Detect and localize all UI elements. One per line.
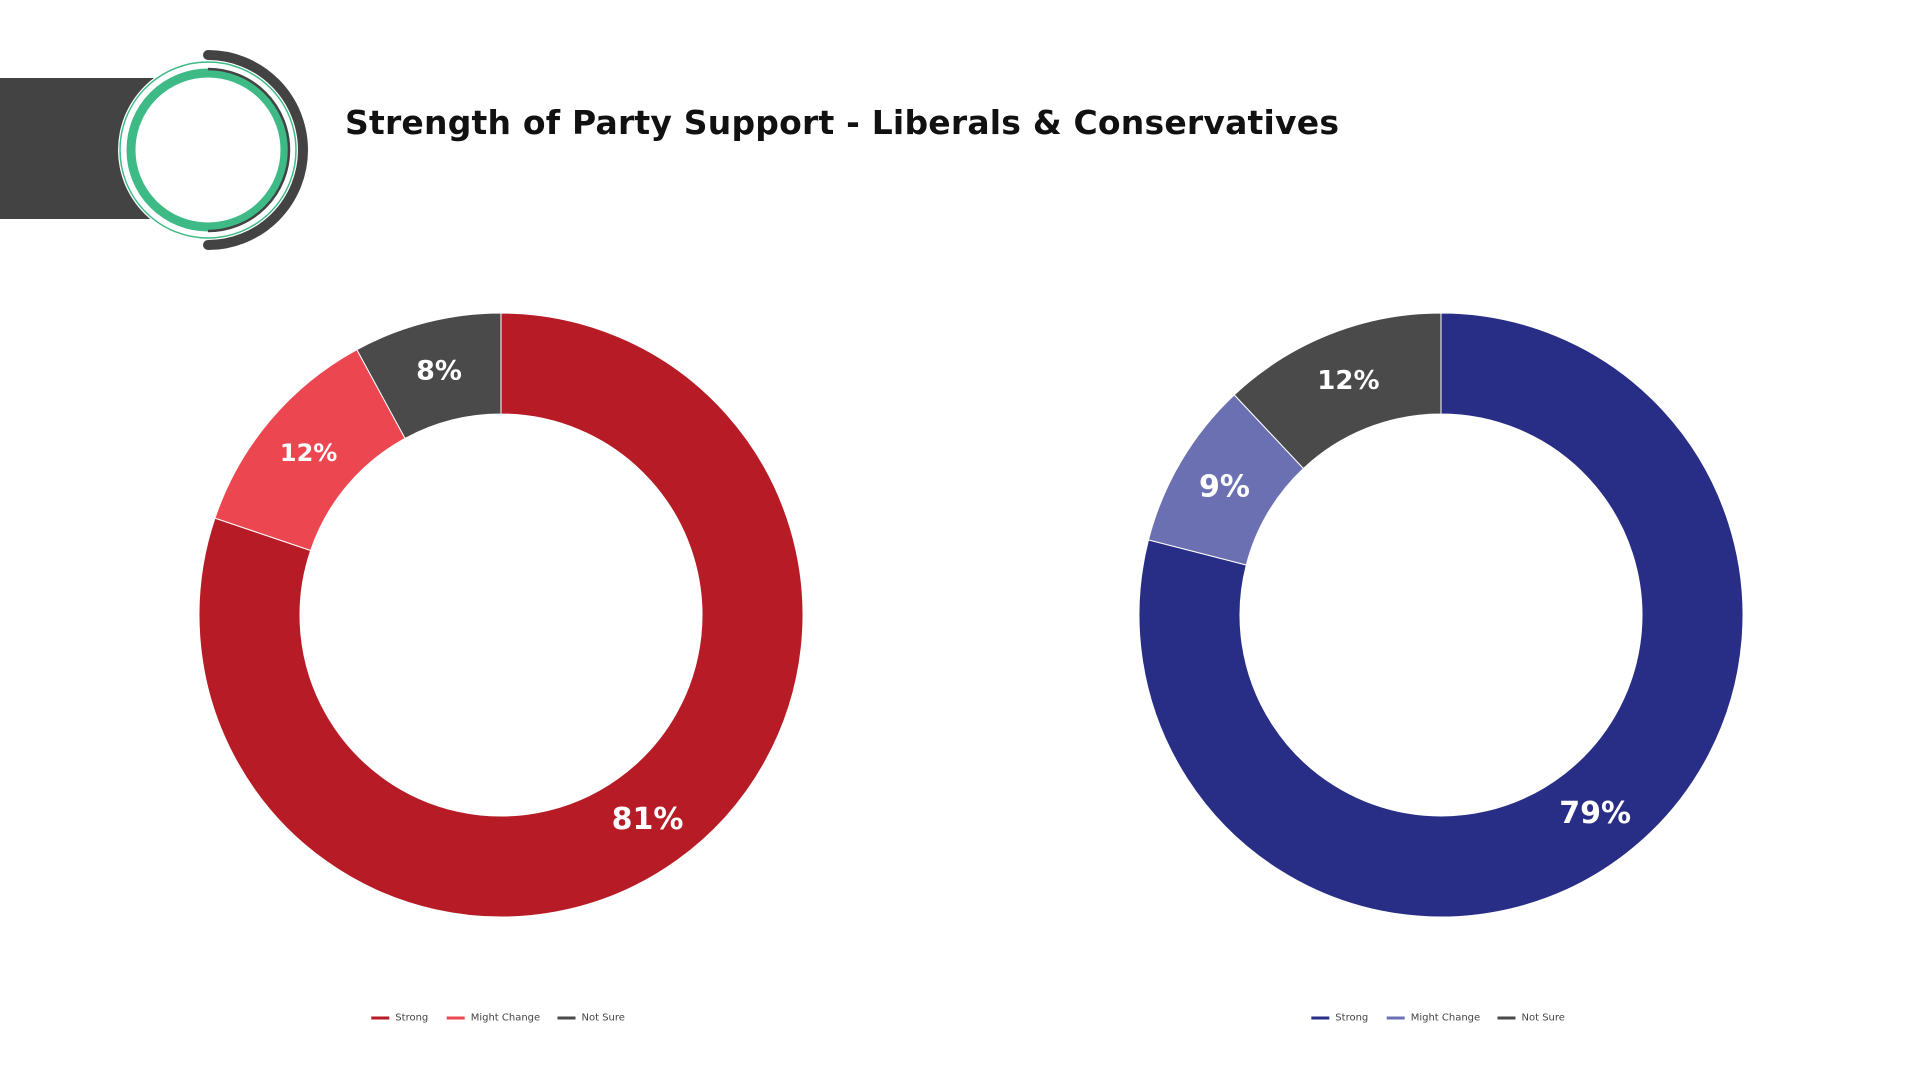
logo-ring-icon bbox=[118, 50, 308, 250]
legend-label-might-change: Might Change bbox=[1411, 1013, 1480, 1024]
conservatives-donut-chart: 79% 9% 12% Strong Might Change Not Sure bbox=[1138, 312, 1744, 1024]
legend-label-strong: Strong bbox=[1335, 1013, 1368, 1024]
data-label-not-sure: 8% bbox=[416, 356, 462, 387]
data-label-strong: 79% bbox=[1559, 796, 1631, 831]
slice-not-sure bbox=[356, 312, 502, 440]
legend-label-not-sure: Not Sure bbox=[582, 1013, 625, 1024]
legend: Strong Might Change Not Sure bbox=[1311, 1013, 1565, 1024]
data-label-strong: 81% bbox=[612, 802, 684, 837]
legend-label-might-change: Might Change bbox=[471, 1013, 540, 1024]
legend-label-strong: Strong bbox=[395, 1013, 428, 1024]
legend: Strong Might Change Not Sure bbox=[371, 1013, 625, 1024]
page-title: Strength of Party Support - Liberals & C… bbox=[345, 103, 1340, 142]
slice-strong bbox=[1138, 312, 1744, 918]
data-label-might-change: 9% bbox=[1199, 469, 1250, 504]
data-label-might-change: 12% bbox=[280, 439, 337, 467]
liberals-donut-chart: 81% 12% 8% Strong Might Change Not Sure bbox=[198, 312, 804, 1024]
slice-strong bbox=[198, 312, 804, 918]
data-label-not-sure: 12% bbox=[1317, 366, 1379, 396]
legend-label-not-sure: Not Sure bbox=[1522, 1013, 1565, 1024]
slice-not-sure bbox=[1233, 312, 1442, 470]
